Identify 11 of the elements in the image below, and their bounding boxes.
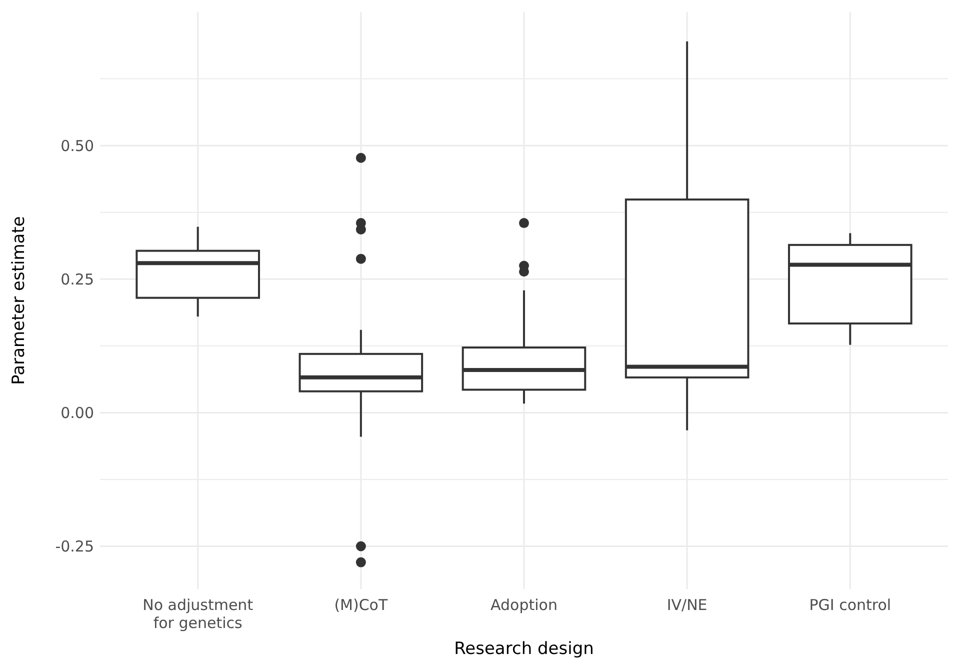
x-tick-label: (M)CoT xyxy=(334,596,388,614)
y-tick-label: 0.25 xyxy=(60,270,94,288)
x-tick-label: Adoption xyxy=(490,596,558,614)
x-tick-label: No adjustment for genetics xyxy=(142,596,254,632)
x-tick-label: IV/NE xyxy=(666,596,708,614)
y-tick-label: 0.50 xyxy=(60,136,94,155)
x-axis-title: Research design xyxy=(454,639,594,659)
y-tick-label: 0.00 xyxy=(60,404,94,422)
x-tick-label: PGI control xyxy=(809,596,892,614)
y-axis-title: Parameter estimate xyxy=(9,216,29,385)
y-tick-label: -0.25 xyxy=(55,538,94,556)
